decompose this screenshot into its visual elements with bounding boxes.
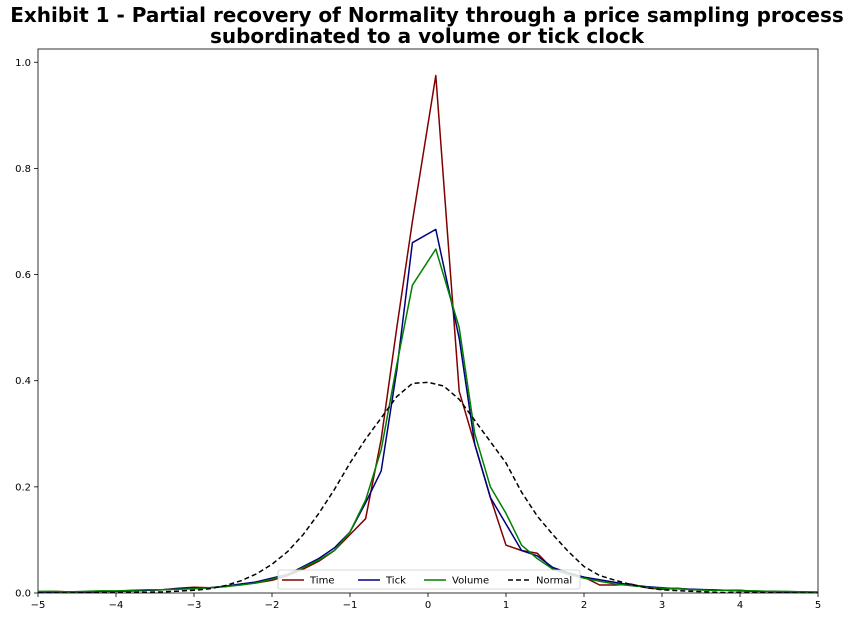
- x-tick-label: 0: [425, 600, 431, 611]
- y-axis: 0.0 0.2 0.4 0.6 0.8 1.0: [15, 58, 38, 600]
- x-axis: −5 −4 −3 −2 −1 0 1 2 3 4 5: [31, 593, 821, 611]
- x-tick-label: 5: [815, 600, 821, 611]
- chart-title: Exhibit 1 - Partial recovery of Normalit…: [10, 3, 844, 48]
- legend: Time Tick Volume Normal: [277, 569, 581, 590]
- plot-frame: [37, 48, 819, 594]
- y-tick-label: 0.4: [15, 376, 31, 387]
- x-tick-label: −1: [343, 600, 358, 611]
- chart-title-line: Exhibit 1 - Partial recovery of Normalit…: [10, 3, 844, 27]
- y-tick-label: 0.8: [15, 164, 31, 175]
- x-tick-label: 4: [737, 600, 743, 611]
- series-line-normal: [38, 381, 818, 593]
- legend-label-volume: Volume: [452, 576, 489, 587]
- x-tick-label: −5: [31, 600, 46, 611]
- y-tick-label: 0.0: [15, 589, 31, 600]
- y-tick-label: 0.2: [15, 482, 31, 493]
- x-tick-label: −2: [265, 600, 280, 611]
- x-tick-label: 3: [659, 600, 665, 611]
- series-layer: [38, 74, 818, 593]
- x-tick-label: −4: [109, 600, 124, 611]
- y-tick-label: 0.6: [15, 270, 31, 281]
- y-tick-label: 1.0: [15, 58, 31, 69]
- chart-title-line: subordinated to a volume or tick clock: [210, 24, 645, 48]
- legend-label-time: Time: [309, 576, 334, 587]
- x-tick-label: −3: [187, 600, 202, 611]
- x-tick-label: 1: [503, 600, 509, 611]
- series-line-volume: [38, 248, 818, 593]
- x-tick-label: 2: [581, 600, 587, 611]
- legend-label-normal: Normal: [536, 576, 572, 587]
- plot-area: [37, 48, 819, 594]
- legend-label-tick: Tick: [385, 576, 406, 587]
